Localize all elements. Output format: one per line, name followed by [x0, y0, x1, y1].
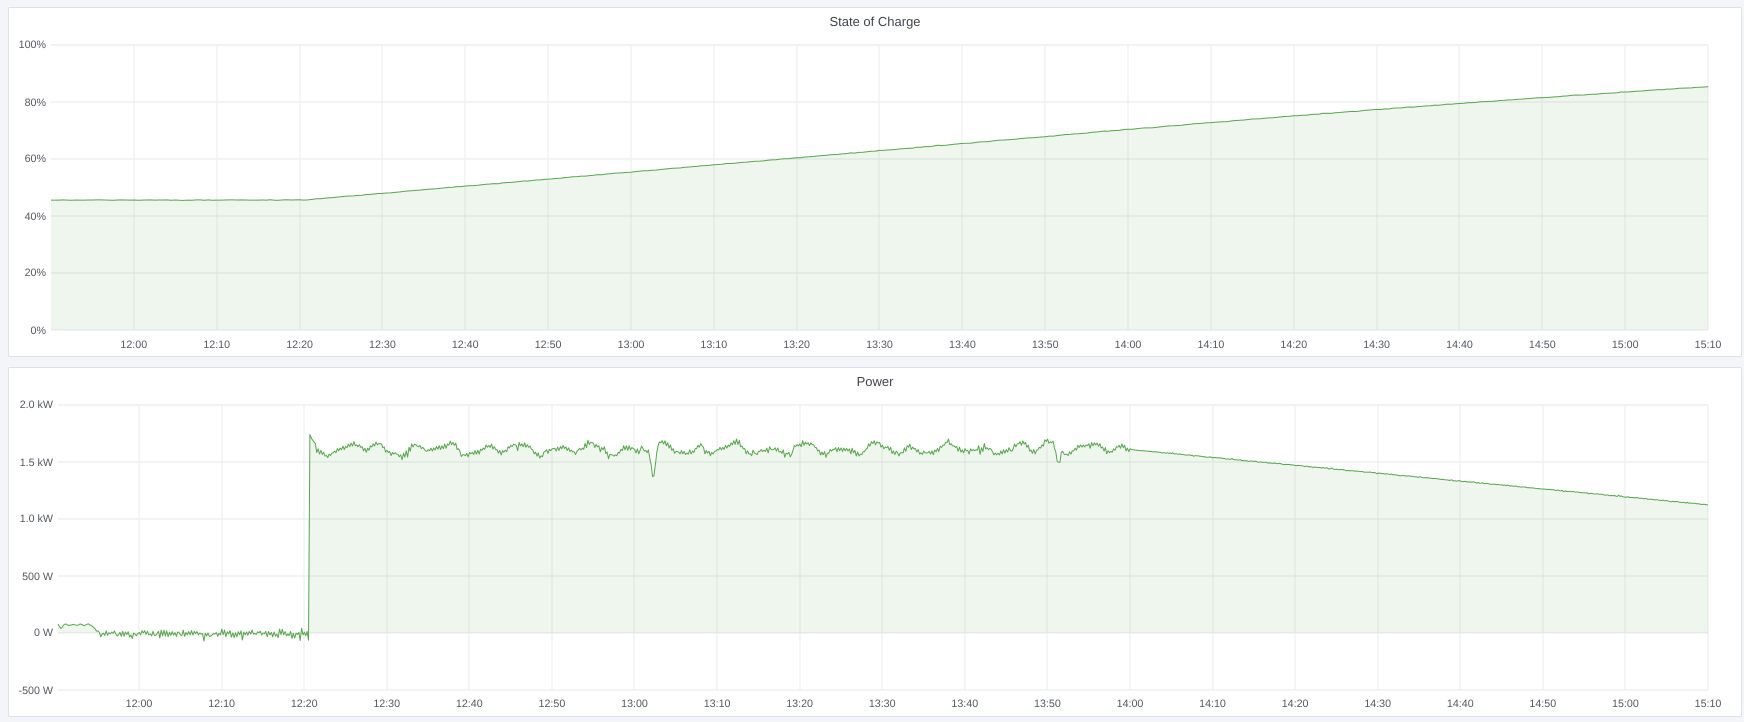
svg-text:12:50: 12:50	[535, 339, 562, 351]
svg-text:500 W: 500 W	[22, 571, 54, 583]
svg-text:20%: 20%	[25, 267, 47, 279]
svg-text:1.0 kW: 1.0 kW	[20, 513, 54, 525]
svg-text:15:00: 15:00	[1612, 339, 1639, 351]
svg-text:15:10: 15:10	[1695, 698, 1722, 710]
svg-text:12:10: 12:10	[203, 339, 230, 351]
svg-text:12:10: 12:10	[208, 698, 235, 710]
svg-text:13:10: 13:10	[704, 698, 731, 710]
svg-text:14:20: 14:20	[1280, 339, 1307, 351]
svg-text:13:50: 13:50	[1034, 698, 1061, 710]
svg-text:12:30: 12:30	[373, 698, 400, 710]
svg-text:13:10: 13:10	[700, 339, 727, 351]
svg-text:12:00: 12:00	[126, 698, 153, 710]
svg-text:15:10: 15:10	[1695, 339, 1722, 351]
svg-text:12:00: 12:00	[120, 339, 147, 351]
svg-text:14:10: 14:10	[1198, 339, 1225, 351]
svg-text:12:30: 12:30	[369, 339, 396, 351]
svg-text:14:00: 14:00	[1115, 339, 1142, 351]
svg-text:14:50: 14:50	[1529, 698, 1556, 710]
svg-text:14:40: 14:40	[1446, 339, 1473, 351]
svg-text:2.0 kW: 2.0 kW	[20, 399, 54, 411]
svg-text:13:20: 13:20	[783, 339, 810, 351]
svg-text:12:20: 12:20	[286, 339, 313, 351]
svg-text:13:40: 13:40	[951, 698, 978, 710]
svg-text:Power: Power	[857, 374, 895, 389]
svg-text:40%: 40%	[25, 211, 47, 223]
svg-text:13:40: 13:40	[949, 339, 976, 351]
svg-text:13:00: 13:00	[618, 339, 645, 351]
svg-text:12:40: 12:40	[452, 339, 479, 351]
svg-text:0%: 0%	[31, 325, 47, 337]
svg-text:14:30: 14:30	[1363, 339, 1390, 351]
svg-text:12:50: 12:50	[539, 698, 566, 710]
svg-text:13:20: 13:20	[786, 698, 813, 710]
svg-text:60%: 60%	[25, 153, 47, 165]
svg-text:14:20: 14:20	[1282, 698, 1309, 710]
svg-text:12:20: 12:20	[291, 698, 318, 710]
svg-text:State of Charge: State of Charge	[829, 14, 920, 29]
svg-text:1.5 kW: 1.5 kW	[20, 457, 54, 469]
svg-text:13:30: 13:30	[869, 698, 896, 710]
svg-text:14:30: 14:30	[1364, 698, 1391, 710]
svg-text:14:40: 14:40	[1447, 698, 1474, 710]
svg-text:14:50: 14:50	[1529, 339, 1556, 351]
svg-text:13:00: 13:00	[621, 698, 648, 710]
svg-text:0 W: 0 W	[34, 627, 54, 639]
svg-text:14:10: 14:10	[1199, 698, 1226, 710]
svg-text:15:00: 15:00	[1612, 698, 1639, 710]
svg-text:12:40: 12:40	[456, 698, 483, 710]
svg-text:80%: 80%	[25, 97, 47, 109]
svg-text:-500 W: -500 W	[19, 685, 54, 697]
svg-text:13:50: 13:50	[1032, 339, 1059, 351]
svg-text:100%: 100%	[19, 39, 47, 51]
svg-text:14:00: 14:00	[1117, 698, 1144, 710]
svg-text:13:30: 13:30	[866, 339, 893, 351]
